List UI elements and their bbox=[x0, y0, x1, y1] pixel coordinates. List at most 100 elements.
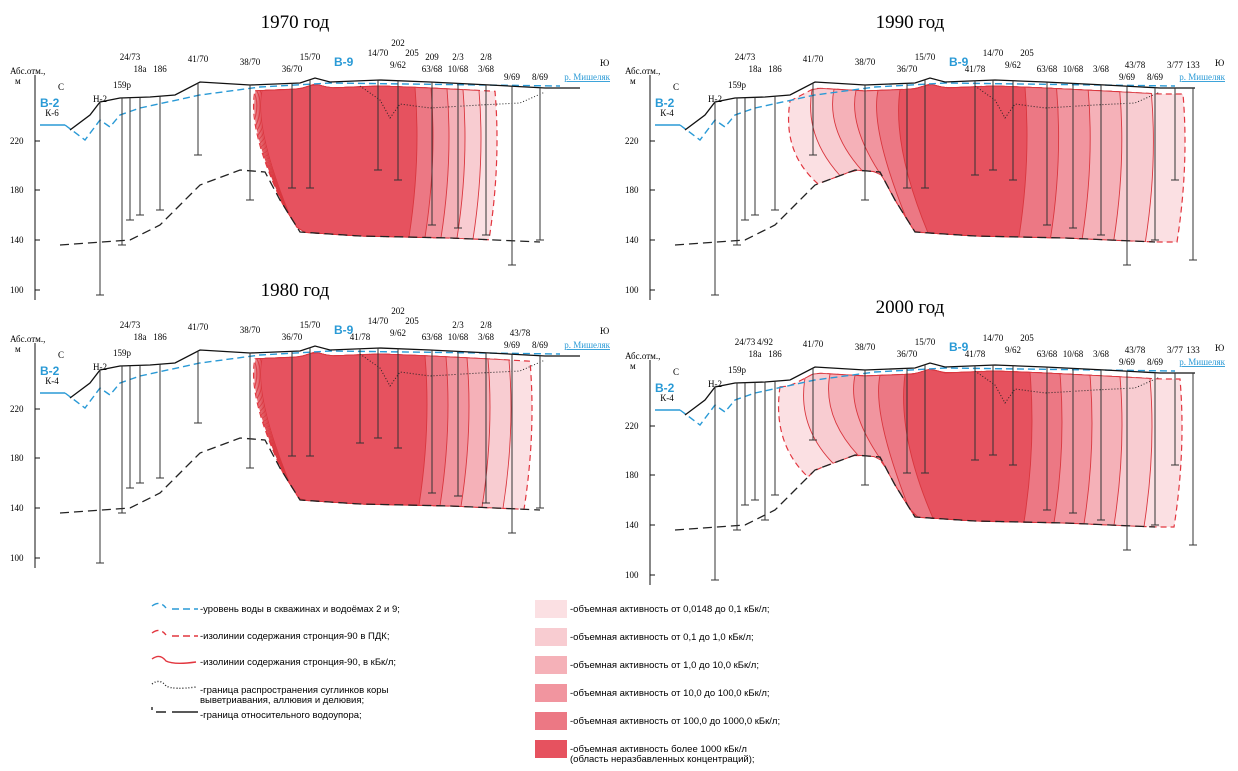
diagram: К-6Н-2159р24/7318а18641/7038/7036/7015/7… bbox=[0, 0, 1238, 771]
y-tick-label: 100 bbox=[10, 285, 24, 295]
well-label: Н-2 bbox=[708, 379, 722, 389]
well-label: Н-2 bbox=[93, 362, 107, 372]
panel-title: 2000 год bbox=[876, 297, 945, 318]
north-label: С bbox=[58, 350, 64, 360]
well-label: 205 bbox=[405, 48, 419, 58]
panel: К-4Н-2159р24/734/9218а18641/7038/7036/70… bbox=[625, 297, 1226, 585]
well-label: 186 bbox=[153, 64, 167, 74]
well-label: 14/70 bbox=[368, 316, 389, 326]
well-label: 15/70 bbox=[915, 337, 936, 347]
well-label: 14/70 bbox=[983, 48, 1004, 58]
well-label: 133 bbox=[1186, 60, 1200, 70]
axis-unit: м bbox=[630, 76, 636, 86]
well-b2-label: В-2 bbox=[655, 381, 675, 395]
legend-text: -уровень воды в скважинах и водоёмах 2 и… bbox=[200, 604, 400, 615]
well-label: 63/68 bbox=[422, 332, 443, 342]
legend-text: выветриавания, аллювия и делювия; bbox=[200, 695, 364, 706]
well-label: 24/73 bbox=[735, 337, 756, 347]
legend-symbol bbox=[152, 630, 198, 636]
legend-swatch bbox=[535, 600, 567, 618]
well-label: 3/68 bbox=[1093, 349, 1110, 359]
well-label: 202 bbox=[391, 38, 405, 48]
well-label: 36/70 bbox=[897, 349, 918, 359]
legend-symbol bbox=[152, 681, 196, 688]
well-label: 2/3 bbox=[452, 52, 464, 62]
well-label: 9/62 bbox=[390, 60, 406, 70]
north-label: С bbox=[58, 82, 64, 92]
river-label: р. Мишеляк bbox=[564, 72, 610, 82]
well-label: 205 bbox=[1020, 333, 1034, 343]
well-label: Н-2 bbox=[93, 94, 107, 104]
panel: К-4Н-2159р24/7318а18641/7038/7036/7015/7… bbox=[625, 12, 1226, 300]
legend-symbol bbox=[152, 603, 198, 609]
panel-title: 1980 год bbox=[261, 280, 330, 301]
y-tick-label: 100 bbox=[625, 570, 639, 580]
well-label: 8/69 bbox=[1147, 72, 1164, 82]
well-label: 10/68 bbox=[448, 64, 469, 74]
well-label: 24/73 bbox=[735, 52, 756, 62]
well-label: 43/78 bbox=[510, 328, 531, 338]
well-label: 209 bbox=[425, 52, 439, 62]
y-tick-label: 220 bbox=[10, 136, 24, 146]
y-tick-label: 100 bbox=[10, 553, 24, 563]
well-label: 63/68 bbox=[1037, 349, 1058, 359]
well-label: 63/68 bbox=[1037, 64, 1058, 74]
well-label: 18а bbox=[134, 64, 147, 74]
well-label: 24/73 bbox=[120, 52, 141, 62]
well-b9-label: В-9 bbox=[334, 323, 354, 337]
legend-symbol bbox=[152, 707, 198, 712]
activity-zone bbox=[261, 353, 427, 506]
well-label: Н-2 bbox=[708, 94, 722, 104]
well-label: 24/73 bbox=[120, 320, 141, 330]
well-label: 159р bbox=[113, 80, 132, 90]
well-label: 8/69 bbox=[1147, 357, 1164, 367]
south-label: Ю bbox=[600, 58, 609, 68]
y-tick-label: 140 bbox=[10, 235, 24, 245]
well-label: 14/70 bbox=[368, 48, 389, 58]
legend-text: -объемная активность от 1,0 до 10,0 кБк/… bbox=[570, 660, 759, 671]
panel-title: 1990 год bbox=[876, 12, 945, 33]
south-label: Ю bbox=[600, 326, 609, 336]
well-label: 9/69 bbox=[1119, 357, 1136, 367]
y-tick-label: 180 bbox=[625, 470, 639, 480]
well-label: 2/8 bbox=[480, 320, 492, 330]
well-label: 63/68 bbox=[422, 64, 443, 74]
y-tick-label: 220 bbox=[625, 421, 639, 431]
well-label: 38/70 bbox=[240, 325, 261, 335]
y-tick-label: 180 bbox=[625, 185, 639, 195]
well-b9-label: В-9 bbox=[949, 55, 969, 69]
y-tick-label: 220 bbox=[10, 404, 24, 414]
axis-unit: м bbox=[15, 76, 21, 86]
well-label: 41/70 bbox=[188, 54, 209, 64]
well-label: 10/68 bbox=[1063, 349, 1084, 359]
legend-text: -объемная активность от 0,1 до 1,0 кБк/л… bbox=[570, 632, 754, 643]
y-tick-label: 220 bbox=[625, 136, 639, 146]
legend-swatch bbox=[535, 628, 567, 646]
y-tick-label: 180 bbox=[10, 185, 24, 195]
well-label: 4/92 bbox=[757, 337, 773, 347]
legend-symbol bbox=[152, 656, 196, 663]
well-label: 9/69 bbox=[1119, 72, 1136, 82]
south-label: Ю bbox=[1215, 58, 1224, 68]
y-tick-label: 140 bbox=[625, 235, 639, 245]
well-label: 3/68 bbox=[478, 64, 495, 74]
axis-unit: м bbox=[630, 361, 636, 371]
well-label: 38/70 bbox=[855, 342, 876, 352]
well-label: 36/70 bbox=[282, 332, 303, 342]
well-label: 9/62 bbox=[1005, 345, 1021, 355]
well-label: 9/69 bbox=[504, 340, 521, 350]
axis-label: Абс.отм., bbox=[10, 66, 45, 76]
well-label: 159р bbox=[728, 365, 747, 375]
well-label: 10/68 bbox=[1063, 64, 1084, 74]
well-label: 205 bbox=[1020, 48, 1034, 58]
well-label: 15/70 bbox=[300, 320, 321, 330]
river-label: р. Мишеляк bbox=[1179, 357, 1225, 367]
well-label: 205 bbox=[405, 316, 419, 326]
well-b9-label: В-9 bbox=[334, 55, 354, 69]
river-label: р. Мишеляк bbox=[1179, 72, 1225, 82]
well-b2-label: В-2 bbox=[40, 96, 60, 110]
well-label: 8/69 bbox=[532, 72, 549, 82]
legend-text: -изолинии содержания стронция-90 в ПДК; bbox=[200, 631, 389, 642]
well-label: 9/69 bbox=[504, 72, 521, 82]
